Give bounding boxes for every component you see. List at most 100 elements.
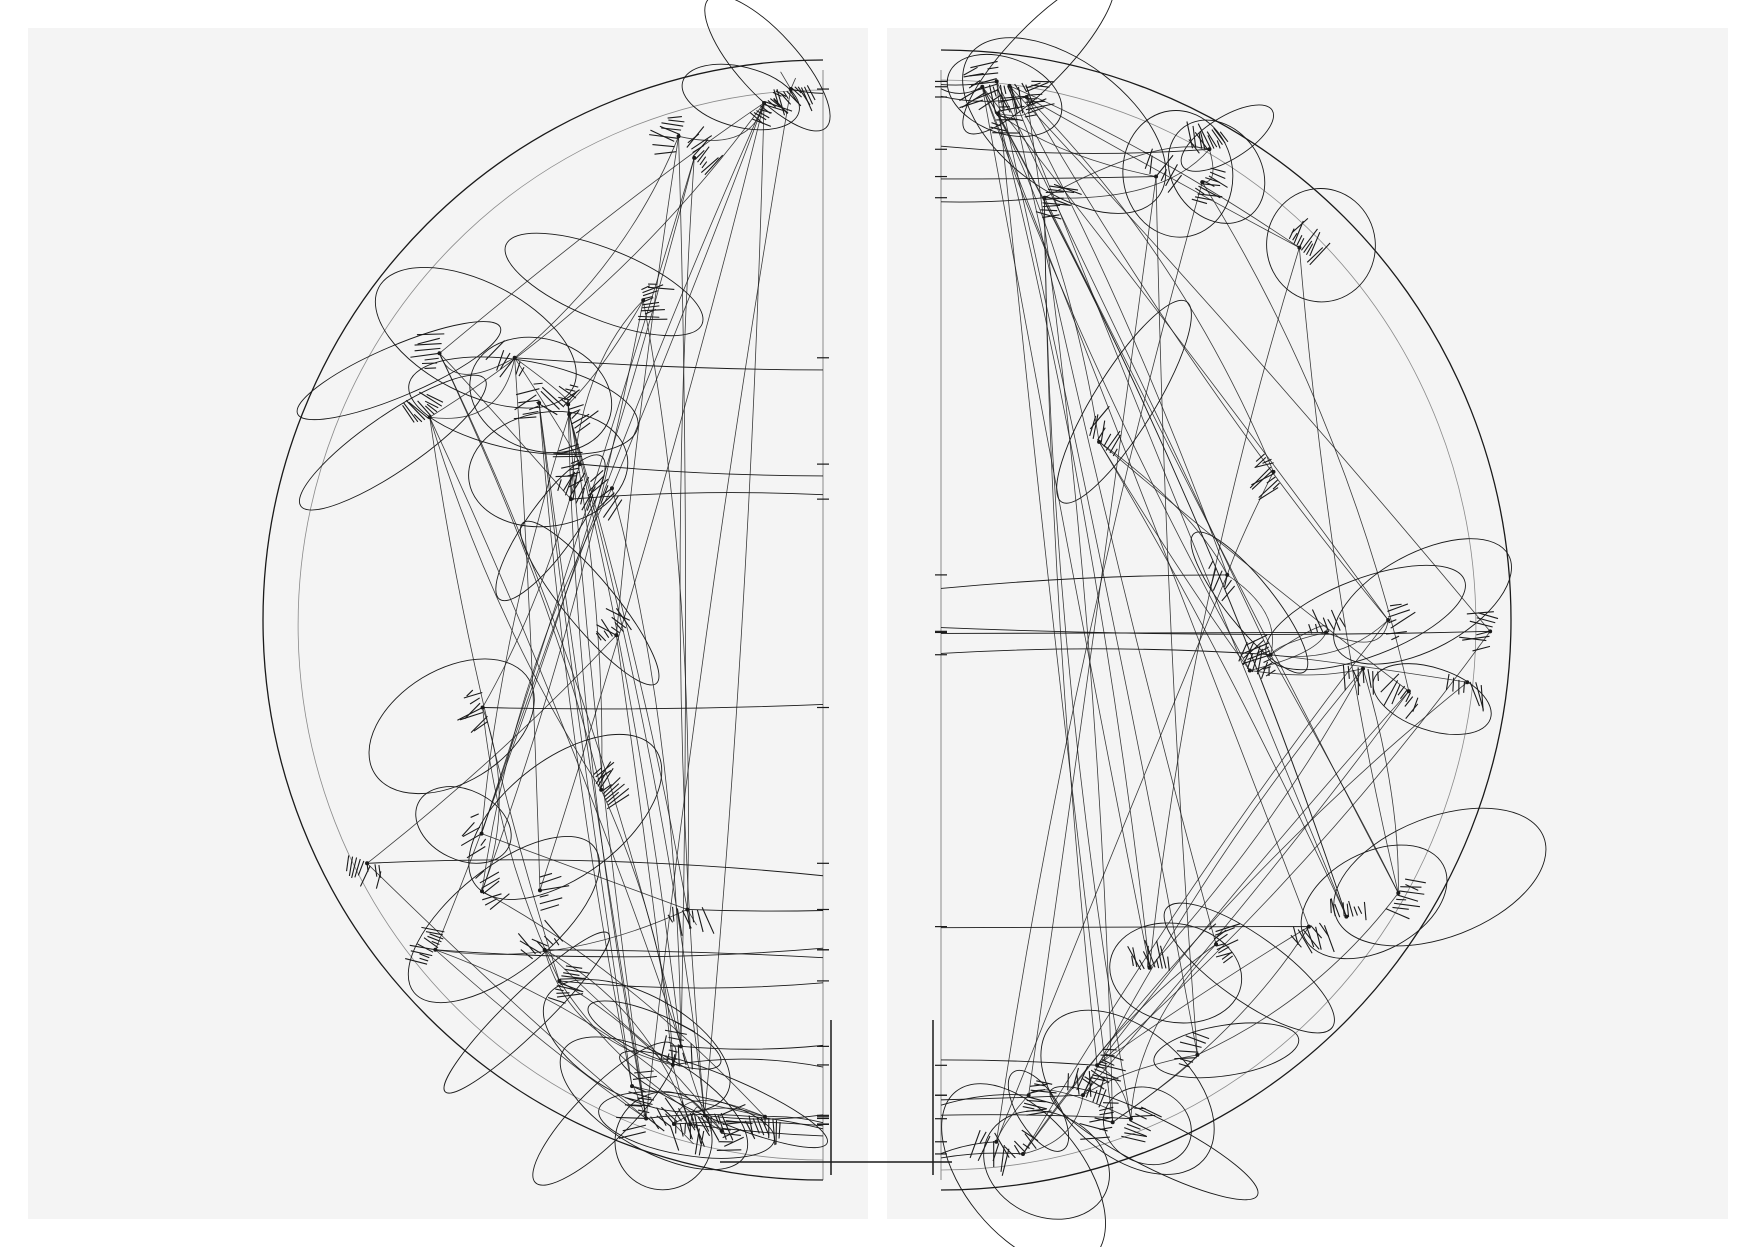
hatch-stroke: [1097, 1063, 1126, 1072]
hatch-stroke: [1104, 1053, 1124, 1061]
hatch-stroke: [713, 1113, 720, 1125]
connecting-curve: [1026, 96, 1114, 1123]
hatch-stroke: [427, 935, 442, 943]
hatch-stroke: [1022, 1106, 1035, 1110]
hatch-stroke: [690, 1043, 693, 1070]
orbit-ellipse: [1056, 299, 1192, 504]
latitude-line: [672, 1058, 824, 1068]
hatch-stroke: [763, 103, 785, 112]
hatch-stroke: [351, 857, 358, 879]
hatch-stroke: [518, 367, 525, 377]
hatch-stroke: [586, 494, 594, 511]
hatch-stroke: [760, 105, 771, 115]
hatch-stroke: [722, 1128, 742, 1139]
hatch-stroke: [1380, 673, 1400, 693]
hatch-stroke: [556, 985, 583, 992]
hatch-stroke: [596, 624, 617, 636]
connecting-curve: [1026, 96, 1274, 473]
hatch-stroke: [748, 1115, 754, 1135]
hatch-stroke: [744, 1120, 756, 1140]
connecting-curve: [1022, 619, 1389, 1155]
hatch-stroke: [1296, 234, 1303, 246]
connecting-curve: [1028, 176, 1157, 1096]
hatch-stroke: [1103, 433, 1112, 447]
latitude-line: [559, 980, 824, 989]
hatch-stroke: [679, 1123, 684, 1137]
hatch-stroke: [1251, 645, 1261, 673]
hatch-stroke: [691, 135, 713, 150]
connecting-curve: [481, 833, 688, 910]
hatch-stroke: [1303, 240, 1313, 254]
hatch-stroke: [1208, 923, 1217, 930]
node-point: [609, 486, 614, 491]
hatch-stroke: [1388, 619, 1397, 624]
node-point: [614, 633, 619, 638]
hatch-stroke: [529, 405, 540, 411]
hatch-stroke: [707, 1115, 711, 1129]
hatch-stroke: [405, 958, 428, 965]
hatch-stroke: [992, 1143, 1000, 1162]
connecting-curve: [997, 113, 1150, 968]
hatch-stroke: [571, 410, 580, 419]
orbit-ellipse: [619, 1050, 828, 1149]
node-point: [1207, 147, 1212, 152]
hatch-stroke: [1131, 955, 1134, 967]
hatch-stroke: [775, 90, 787, 97]
connecting-curve: [1044, 197, 1132, 1119]
hatch-stroke: [604, 783, 620, 797]
hatch-stroke: [1155, 154, 1174, 177]
orbit-ellipse: [1333, 538, 1512, 665]
latitude-line: [940, 80, 997, 86]
hatch-stroke: [1085, 1081, 1094, 1098]
hatch-stroke: [1198, 185, 1221, 199]
hatch-stroke: [701, 161, 708, 169]
hatch-stroke: [1094, 1068, 1119, 1080]
node-point: [1214, 942, 1219, 947]
node-point: [994, 1139, 999, 1144]
hatch-stroke: [1090, 1069, 1110, 1084]
hatch-stroke: [1377, 671, 1379, 681]
orbit-ellipse: [941, 1083, 1106, 1247]
hatch-stroke: [677, 1044, 680, 1067]
hatch-stroke: [1022, 1143, 1030, 1149]
hatch-stroke: [1396, 894, 1419, 902]
hatch-stroke: [600, 618, 613, 637]
hatch-stroke: [625, 1097, 653, 1106]
hatch-stroke: [558, 385, 577, 399]
hatch-stroke: [1030, 1089, 1057, 1094]
hatch-stroke: [753, 111, 767, 121]
hatch-stroke: [1026, 1110, 1052, 1116]
hatch-stroke: [1391, 635, 1400, 641]
hatch-stroke: [1024, 114, 1037, 118]
orbit-ellipse: [415, 786, 512, 864]
hatch-stroke: [539, 885, 570, 891]
connecting-curve: [481, 890, 766, 1118]
hatch-stroke: [1208, 175, 1228, 188]
hatch-stroke: [690, 1115, 696, 1129]
connecting-curve: [1149, 247, 1300, 968]
hatch-stroke: [603, 777, 621, 795]
hatch-stroke: [563, 972, 580, 976]
connecting-curve: [1028, 1089, 1132, 1120]
node-point: [537, 400, 542, 405]
orbit-ellipse: [1167, 119, 1266, 224]
hatch-stroke: [1352, 669, 1361, 687]
hatch-stroke: [1459, 636, 1487, 642]
hatch-stroke: [668, 1049, 678, 1053]
hatch-stroke: [424, 405, 435, 415]
hatch-stroke: [374, 864, 378, 877]
hatch-stroke: [417, 400, 432, 417]
hatch-stroke: [1206, 131, 1218, 148]
orbit-ellipse: [1190, 531, 1309, 674]
hatch-stroke: [1387, 603, 1409, 612]
hatch-stroke: [1042, 204, 1061, 208]
hatch-stroke: [1027, 93, 1043, 96]
hatch-stroke: [1452, 677, 1455, 692]
hatch-stroke: [610, 626, 620, 634]
connecting-curve: [439, 353, 602, 790]
hatch-stroke: [1159, 945, 1167, 969]
hatch-stroke: [1023, 1102, 1048, 1110]
outer-arc: [940, 49, 1512, 1191]
hatch-stroke: [696, 909, 704, 933]
hatch-stroke: [664, 1097, 682, 1122]
